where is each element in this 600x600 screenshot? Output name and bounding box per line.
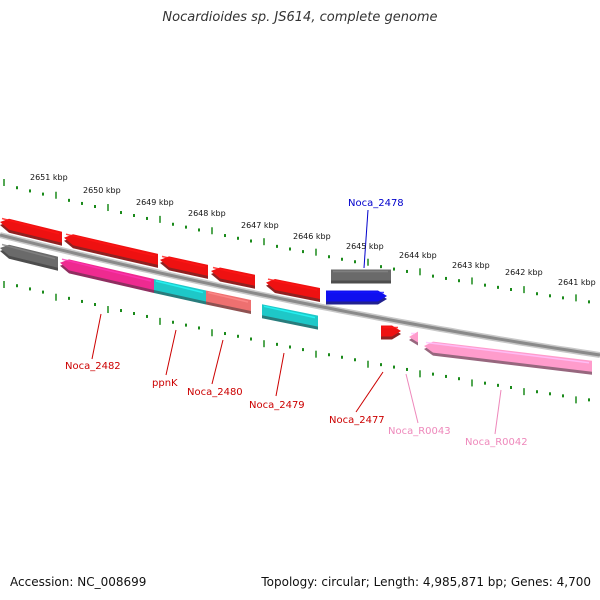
gene-arrow-highlight xyxy=(1,217,60,235)
label-leader xyxy=(363,209,369,269)
gene-arrow-highlight xyxy=(267,278,318,291)
label-leader-lines xyxy=(91,209,502,435)
gene-arrow-highlight xyxy=(207,291,249,303)
genome-backbone xyxy=(0,232,600,358)
gene-arrow-3 xyxy=(160,255,208,279)
label-leader xyxy=(211,339,224,385)
scale-labels: 2651 kbp 2650 kbp 2649 kbp 2648 kbp 2647 kbp… xyxy=(30,173,596,287)
gene-arrow-body xyxy=(424,341,592,372)
gene-arrow-highlight xyxy=(425,341,590,364)
gene-arrow-highlight xyxy=(65,233,156,257)
label-leader xyxy=(494,389,502,435)
gene-arrow-7 xyxy=(60,258,154,293)
gene-arrow-highlight xyxy=(263,305,316,319)
scale-label: 2648 kbp xyxy=(188,209,226,218)
gene-arrow-14 xyxy=(409,331,418,346)
gene-arrow-body xyxy=(160,256,208,276)
gene-arrow-4 xyxy=(211,266,255,289)
genome-summary-text: Topology: circular; Length: 4,985,871 bp… xyxy=(261,575,591,589)
gene-arrow-8 xyxy=(154,279,206,305)
scale-label: 2646 kbp xyxy=(293,232,331,241)
gene-arrow-body xyxy=(64,234,158,265)
label-leader xyxy=(91,313,102,360)
accession-text: Accession: NC_008699 xyxy=(10,575,147,589)
label-leader xyxy=(355,371,384,413)
gene-labels: Noca_2478 Noca_2482 ppnK Noca_2480 Noca_2479… xyxy=(65,198,528,448)
backbone-line xyxy=(0,233,600,357)
scale-label: 2642 kbp xyxy=(505,268,543,277)
scale-label: 2651 kbp xyxy=(30,173,68,182)
gene-arrow-13 xyxy=(381,325,401,340)
gene-arrow-body xyxy=(0,244,58,268)
outer-scale-ticks xyxy=(3,178,590,304)
gene-label: Noca_R0043 xyxy=(388,426,451,437)
gene-arrow-10 xyxy=(262,304,318,330)
gene-arrow-highlight xyxy=(212,266,253,278)
gene-arrow-12 xyxy=(326,290,387,305)
gene-arrow-11 xyxy=(331,269,391,284)
gene-label: Noca_2477 xyxy=(329,415,385,426)
gene-arrow-5 xyxy=(266,278,320,302)
gene-label: Noca_2480 xyxy=(187,387,243,398)
gene-arrow-body xyxy=(60,259,154,290)
label-leader xyxy=(165,329,177,376)
gene-arrow-body xyxy=(0,218,62,243)
gene-label: Noca_2482 xyxy=(65,361,121,372)
gene-arrow-highlight xyxy=(155,280,204,294)
gene-arrow-body xyxy=(154,279,206,302)
label-leader xyxy=(405,373,419,424)
gene-label: Noca_R0042 xyxy=(465,437,528,448)
gene-arrow-highlight xyxy=(61,258,152,282)
gene-label: Noca_2478 xyxy=(348,198,404,209)
gene-arrow-body xyxy=(262,304,318,327)
gene-arrow-body xyxy=(266,279,320,299)
gene-arrow-15 xyxy=(424,341,592,375)
gene-arrow-highlight xyxy=(161,255,206,268)
gene-label: Noca_2479 xyxy=(249,400,305,411)
scale-label: 2644 kbp xyxy=(399,251,437,260)
gene-arrow-1 xyxy=(0,217,62,246)
scale-label: 2650 kbp xyxy=(83,186,121,195)
inner-scale-ticks xyxy=(3,280,590,404)
gene-label: ppnK xyxy=(152,378,178,389)
genome-title: Nocardioides sp. JS614, complete genome xyxy=(162,10,438,25)
gene-arrow-highlight xyxy=(1,243,56,260)
scale-label: 2647 kbp xyxy=(241,221,279,230)
gene-arrow-body xyxy=(206,290,251,311)
gene-arrow-2 xyxy=(64,233,158,268)
gene-arrow-9 xyxy=(206,290,251,314)
gene-arrow-body xyxy=(211,267,255,286)
label-leader xyxy=(275,352,285,397)
gene-arrow-6 xyxy=(0,243,58,271)
scale-label: 2641 kbp xyxy=(558,278,596,287)
scale-label: 2649 kbp xyxy=(136,198,174,207)
gene-arrow-body xyxy=(409,331,418,343)
gene-features xyxy=(0,217,592,375)
scale-label: 2645 kbp xyxy=(346,242,384,251)
scale-label: 2643 kbp xyxy=(452,261,490,270)
